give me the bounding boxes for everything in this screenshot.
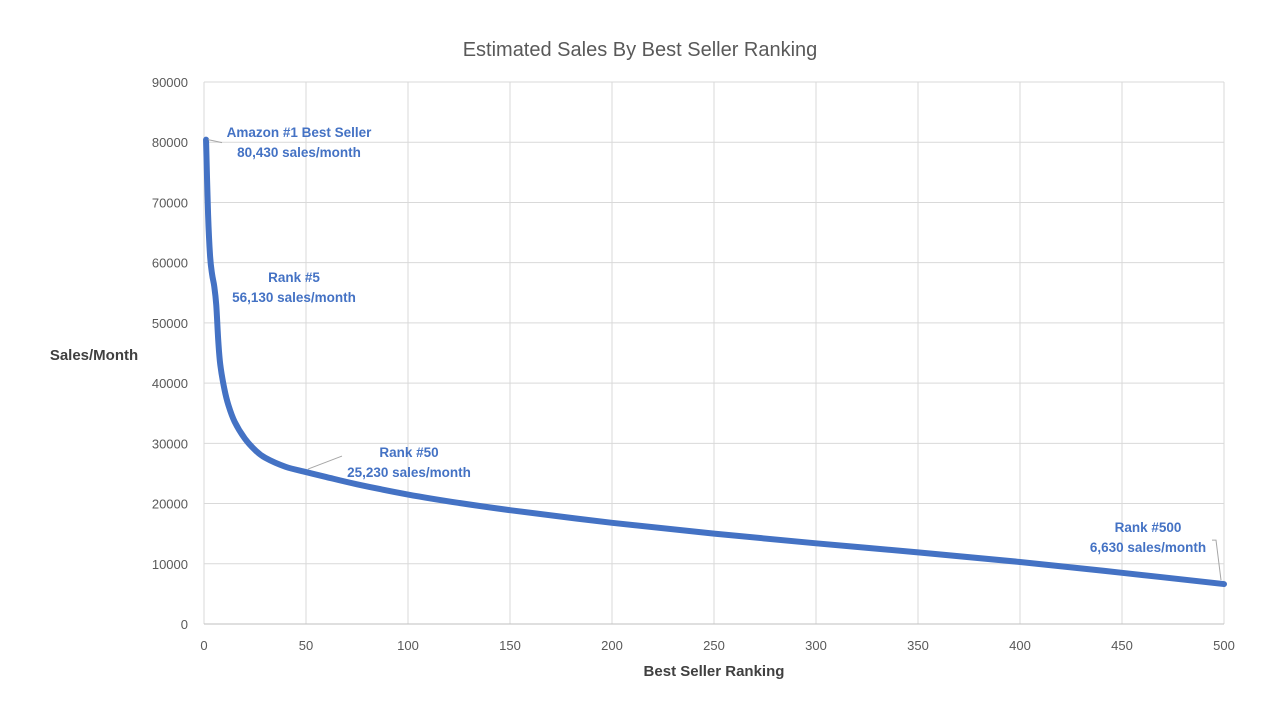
series-line — [203, 136, 1227, 588]
annotation-leader — [307, 455, 343, 470]
axis-ticks: 0 50 100 150 200 250 300 350 400 450 500 0 10000 2000… — [152, 75, 1235, 653]
y-tick-label: 10000 — [152, 557, 188, 572]
gridlines — [203, 81, 1225, 625]
x-tick-label: 200 — [601, 638, 623, 653]
x-tick-label: 500 — [1213, 638, 1235, 653]
chart-title: Estimated Sales By Best Seller Ranking — [463, 39, 818, 61]
data-label: 25,230 sales/month — [347, 465, 471, 480]
y-tick-label: 20000 — [152, 497, 188, 512]
x-tick-label: 300 — [805, 638, 827, 653]
x-tick-label: 350 — [907, 638, 929, 653]
annotation-leader — [1212, 539, 1222, 581]
y-tick-label: 30000 — [152, 436, 188, 451]
annotations: Amazon #1 Best Seller 80,430 sales/month R… — [207, 125, 1222, 581]
x-tick-label: 0 — [200, 638, 207, 653]
y-tick-label: 60000 — [152, 256, 188, 271]
x-tick-label: 100 — [397, 638, 419, 653]
y-tick-label: 0 — [181, 617, 188, 632]
data-label: 6,630 sales/month — [1090, 540, 1206, 555]
y-tick-label: 40000 — [152, 376, 188, 391]
y-tick-label: 80000 — [152, 135, 188, 150]
x-tick-label: 400 — [1009, 638, 1031, 653]
y-tick-label: 50000 — [152, 316, 188, 331]
x-tick-label: 450 — [1111, 638, 1133, 653]
series-layer — [203, 136, 1227, 588]
x-tick-label: 50 — [299, 638, 313, 653]
data-label: Rank #500 — [1115, 520, 1182, 535]
data-label: Rank #50 — [379, 445, 438, 460]
data-label: Amazon #1 Best Seller — [227, 125, 373, 140]
annotation-leader — [207, 139, 223, 144]
data-label: Rank #5 — [268, 270, 320, 285]
y-axis-title: Sales/Month — [50, 347, 138, 364]
y-tick-label: 90000 — [152, 75, 188, 90]
x-tick-label: 150 — [499, 638, 521, 653]
y-tick-label: 70000 — [152, 195, 188, 210]
data-label: 80,430 sales/month — [237, 145, 361, 160]
x-axis-title: Best Seller Ranking — [644, 663, 785, 680]
x-tick-label: 250 — [703, 638, 725, 653]
data-label: 56,130 sales/month — [232, 290, 356, 305]
